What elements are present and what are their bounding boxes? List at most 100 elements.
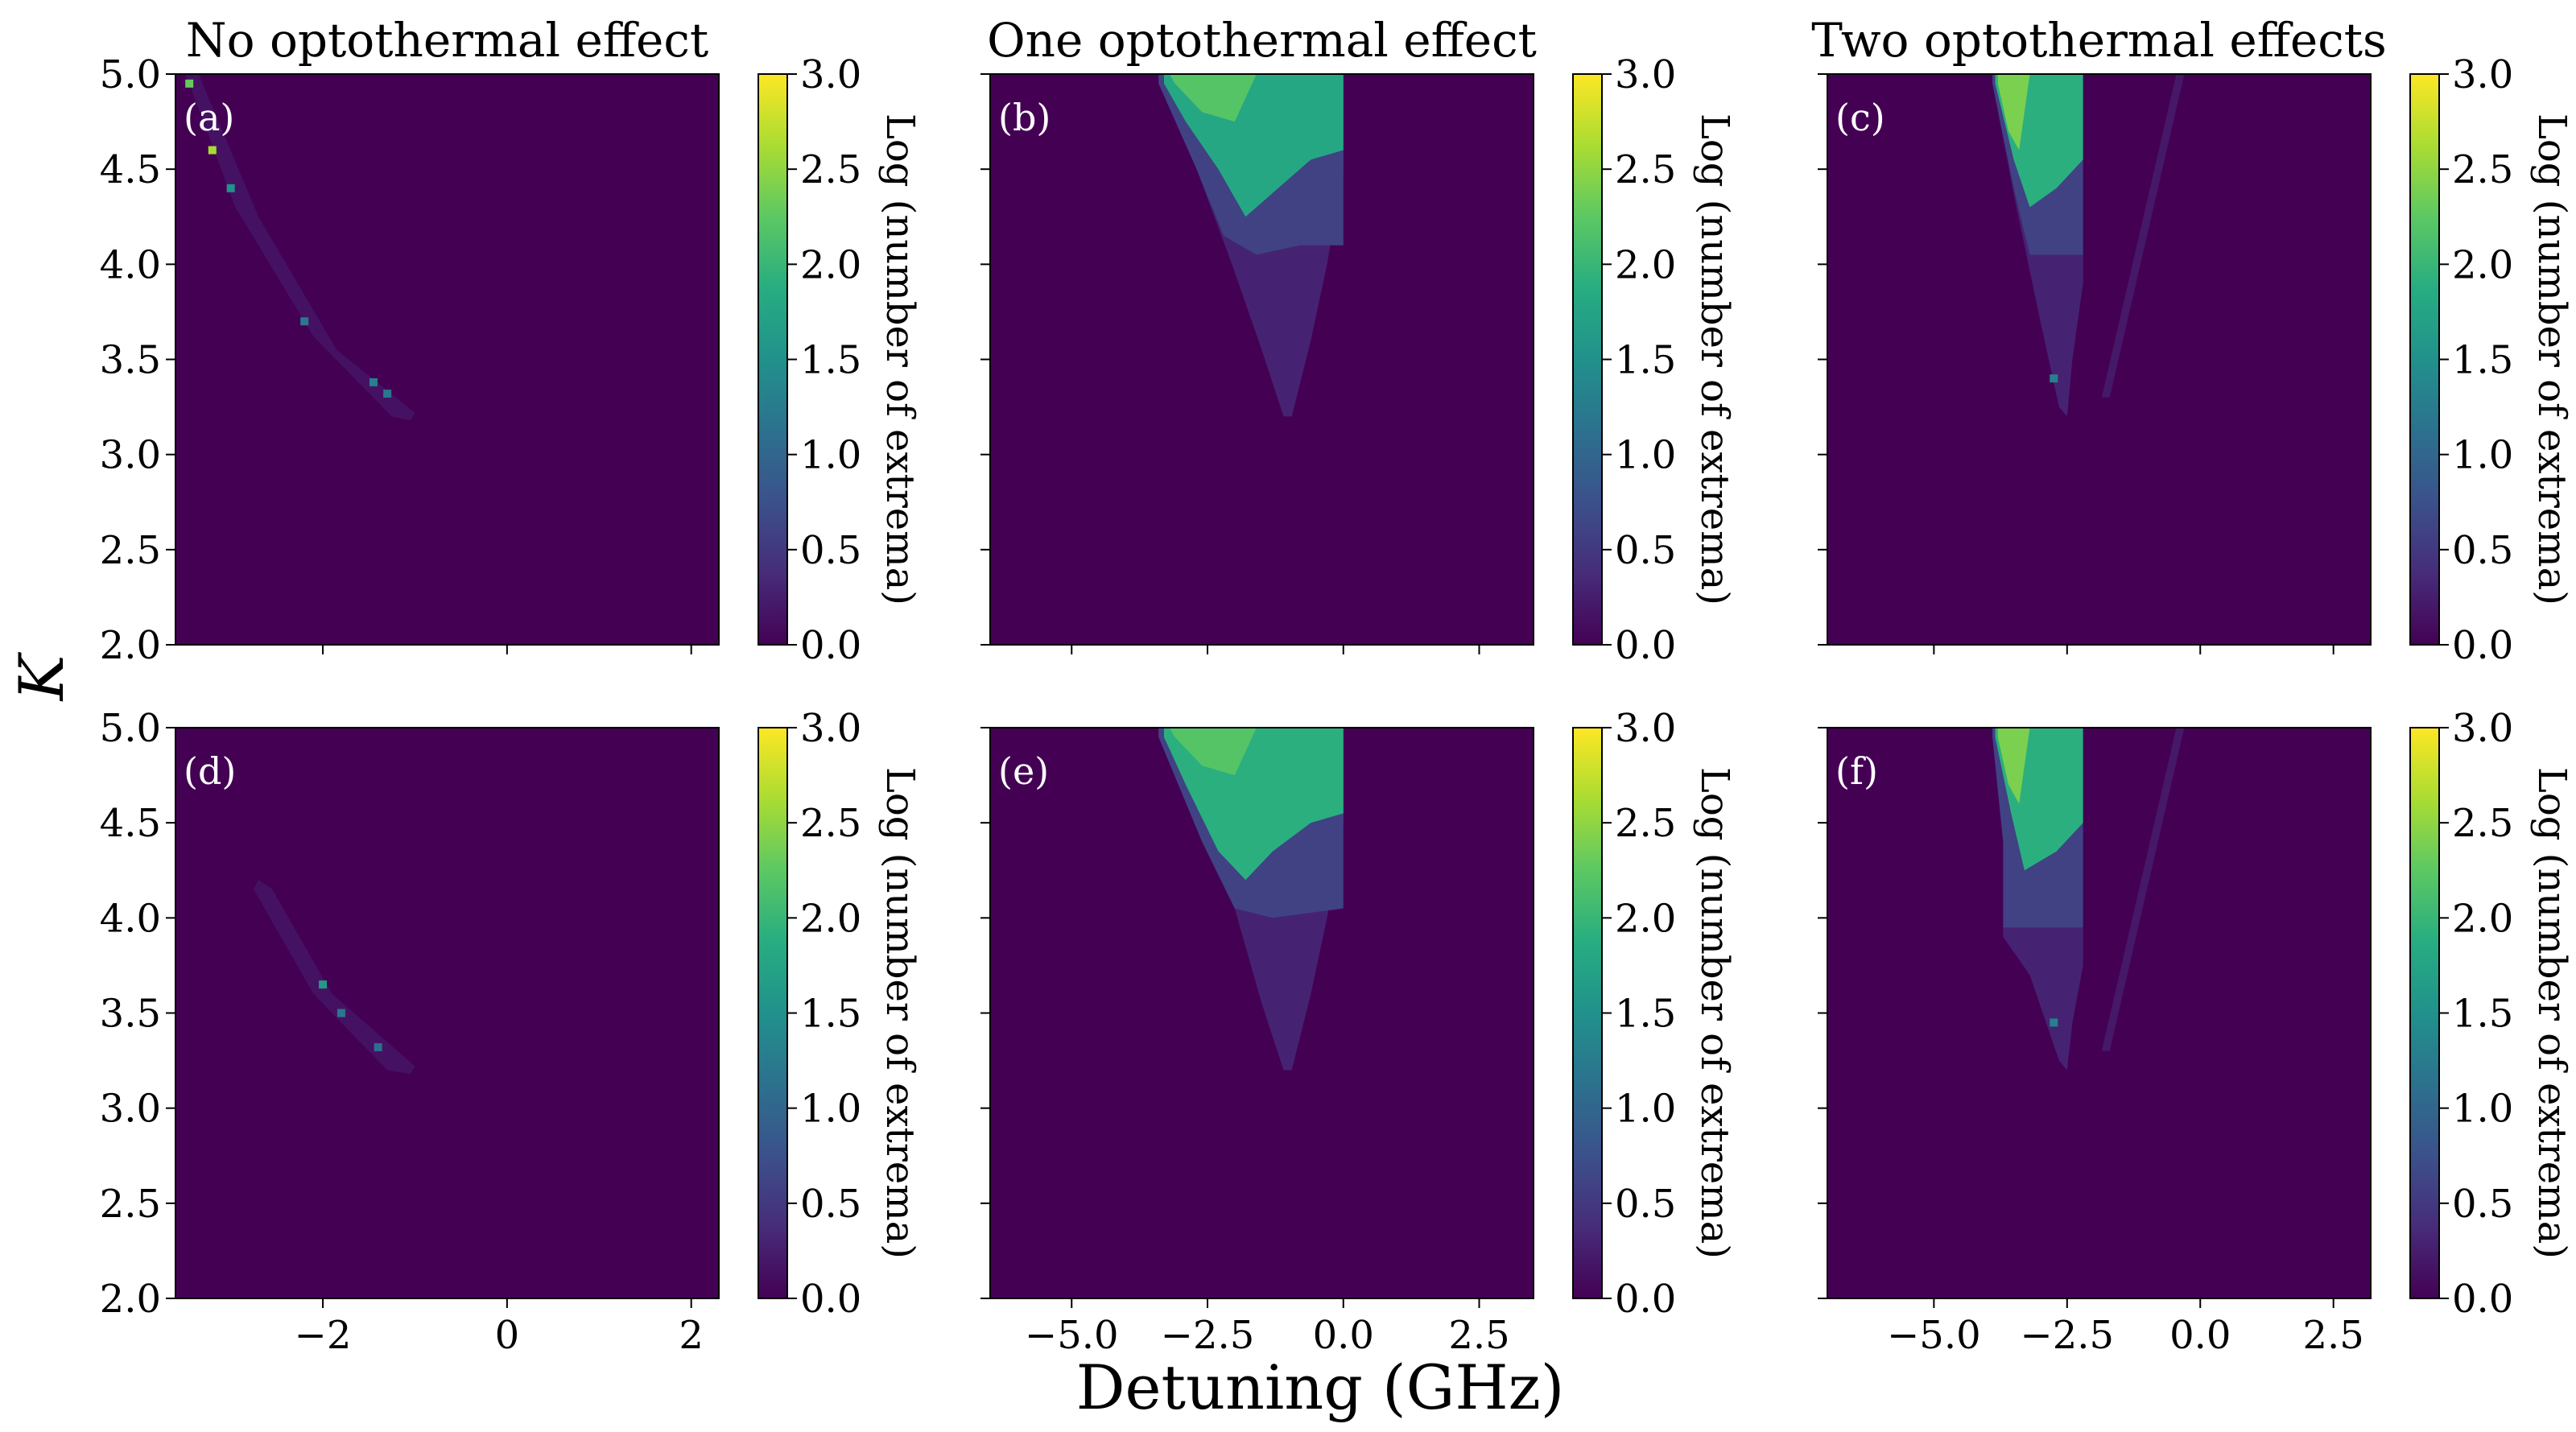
colorbar-tick-label: 1.5 [1615,338,1676,383]
colorbar-tick-label: 2.0 [1615,896,1676,941]
xtick-label: 0 [495,1313,520,1358]
panel-label: (a) [184,96,234,139]
heatmap-hotspot [336,1009,345,1017]
heatmap-hotspot [2050,374,2058,383]
ytick-label: 3.5 [100,992,161,1037]
heatmap-hotspot [319,980,328,989]
heatmap-hotspot [208,146,217,155]
ytick-label: 2.5 [100,1182,161,1227]
colorbar-label: Log (number of extrema) [1692,113,1737,605]
ytick-label: 2.0 [100,623,161,668]
ytick-label: 4.5 [100,801,161,846]
heatmap-hotspot [226,184,235,192]
colorbar-tick-label: 2.5 [2452,801,2513,846]
colorbar-tick-label: 1.5 [2452,992,2513,1037]
heatmap-hotspot [369,378,378,386]
heatmap-hotspot [383,390,392,398]
colorbar-tick-label: 1.5 [1615,992,1676,1037]
colorbar-tick-label: 1.0 [800,1087,861,1132]
colorbar-tick-label: 1.0 [1615,1087,1676,1132]
heatmap-right-sliver [2101,728,2185,1051]
colorbar [1572,73,1603,646]
panel-f: −5.0 −2.5 0.0 2.5 (f) 0.0 0.5 1.0 1.5 2.0 2.5 3.0 Lo… [1818,706,2574,1358]
heatmap-regions [1158,728,1344,1071]
colorbar-tick-label: 3.0 [2452,706,2513,751]
colorbar-tick-label: 3.0 [1615,52,1676,97]
xtick-label: −5.0 [1887,1313,1981,1358]
ytick-label: 4.0 [100,242,161,287]
heatmap-oscillation-band [184,74,415,421]
panel-label: (c) [1835,96,1885,139]
figure-ylabel: K [6,651,77,702]
colorbar-tick-label: 2.5 [1615,801,1676,846]
panel-label: (f) [1835,749,1878,793]
heatmap-hotspot [300,317,309,326]
ytick-label: 2.5 [100,528,161,573]
ytick-label: 4.5 [100,147,161,192]
xtick-label: 2.5 [2303,1313,2364,1358]
colorbar-tick-label: 0.5 [2452,1182,2513,1227]
colorbar-tick-label: 0.5 [2452,528,2513,573]
panel-b: (b) One optothermal effect 0.0 0.5 1.0 1.5 2.0… [980,13,1737,668]
colorbar-tick-label: 2.5 [800,801,861,846]
figure-xlabel: Detuning (GHz) [1076,1352,1565,1423]
colorbar-tick-label: 2.0 [800,242,861,287]
panel-a: 2.0 2.5 3.0 3.5 4.0 4.5 5.0 (a) No optothermal e… [100,13,923,668]
colorbar-tick-label: 2.0 [2452,896,2513,941]
ytick-label: 5.0 [100,706,161,751]
colorbar [2409,73,2440,646]
panel-title: No optothermal effect [186,13,708,68]
colorbar-tick-label: 3.0 [2452,52,2513,97]
colorbar-tick-label: 0.0 [1615,1277,1676,1322]
ytick-label: 3.5 [100,338,161,383]
panel-label: (d) [184,749,236,793]
colorbar-tick-label: 2.5 [2452,147,2513,192]
colorbar-tick-label: 0.5 [800,1182,861,1227]
heatmap-regions [1992,74,2185,417]
colorbar-tick-label: 0.0 [800,1277,861,1322]
xtick-label: −2.5 [1161,1313,1255,1358]
colorbar-tick-label: 2.0 [2452,242,2513,287]
colorbar-tick-label: 3.0 [1615,706,1676,751]
colorbar-tick-label: 2.5 [1615,147,1676,192]
colorbar [2409,727,2440,1299]
heatmap-peak-region [1997,74,2030,151]
colorbar-tick-label: 0.5 [1615,528,1676,573]
colorbar-tick-label: 0.5 [1615,1182,1676,1227]
colorbar-tick-label: 0.0 [2452,1277,2513,1322]
colorbar-tick-label: 2.5 [800,147,861,192]
xtick-label: 0.0 [2169,1313,2231,1358]
colorbar-tick-label: 0.0 [1615,623,1676,668]
colorbar-tick-label: 3.0 [800,52,861,97]
colorbar-label: Log (number of extrema) [2529,767,2574,1259]
panel-d: 2.0 2.5 3.0 3.5 4.0 4.5 5.0 −2 0 2 (d) 0.0 0.5 1.0 1.5… [100,706,923,1358]
heatmap-hotspot [185,79,194,88]
colorbar [758,73,788,646]
colorbar-label: Log (number of extrema) [1692,767,1737,1259]
colorbar-tick-label: 1.0 [1615,433,1676,478]
heatmap-hotspot [374,1043,382,1052]
heatmap-regions [184,74,415,421]
colorbar-tick-label: 1.0 [2452,433,2513,478]
xtick-label: −2 [295,1313,352,1358]
heatmap-right-sliver [2101,74,2185,398]
ytick-label: 3.0 [100,433,161,478]
heatmap-regions [1992,728,2185,1071]
panel-label: (b) [998,96,1051,139]
heatmap-background [1827,74,2371,645]
colorbar-tick-label: 1.0 [2452,1087,2513,1132]
ytick-label: 2.0 [100,1277,161,1322]
panel-title: Two optothermal effects [1811,13,2387,68]
heatmap-peak-region [1169,74,1257,122]
colorbar-tick-label: 1.5 [800,992,861,1037]
colorbar-tick-label: 1.0 [800,433,861,478]
colorbar-tick-label: 1.5 [2452,338,2513,383]
ytick-label: 4.0 [100,896,161,941]
heatmap-background [1827,728,2371,1298]
heatmap-background [175,728,719,1298]
xtick-label: −5.0 [1025,1313,1119,1358]
heatmap-regions [1158,74,1344,417]
heatmap-regions [254,880,415,1075]
colorbar-tick-label: 3.0 [800,706,861,751]
